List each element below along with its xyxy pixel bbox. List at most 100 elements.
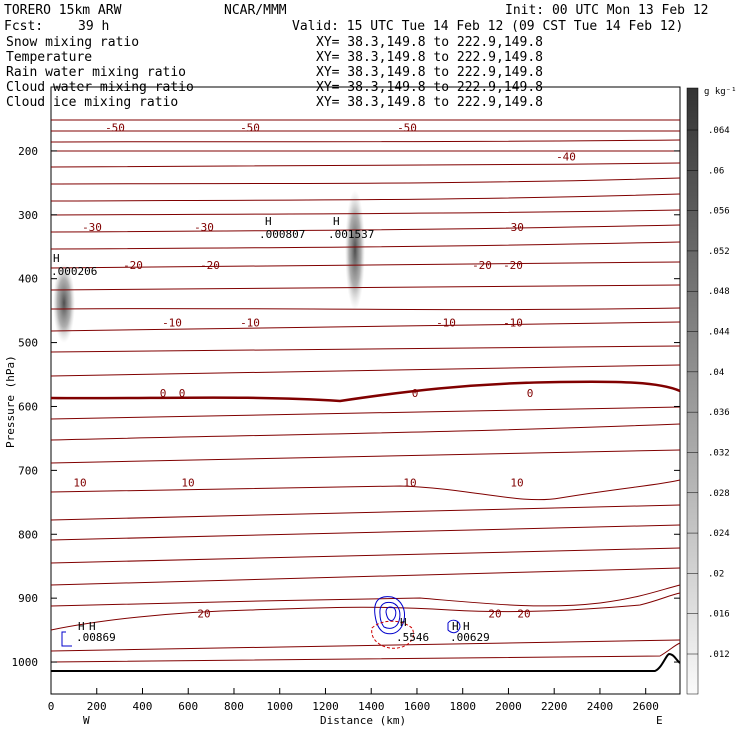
temperature-contour	[50, 139, 681, 143]
x-tick-label: 800	[224, 700, 244, 713]
snow-blob-west	[53, 263, 75, 343]
colorbar-tick-label: .04	[708, 368, 724, 378]
field-xy-cloud-ice: XY= 38.3,149.8 to 222.9,149.8	[316, 95, 543, 110]
east-label: E	[656, 714, 663, 727]
y-tick-label: 400	[18, 273, 38, 286]
temperature-contour-label: 0	[527, 387, 534, 400]
field-xy-rain: XY= 38.3,149.8 to 222.9,149.8	[316, 65, 543, 80]
temperature-contour	[50, 119, 681, 121]
colorbar-unit: g kg⁻¹	[704, 87, 737, 97]
max-marker-h: H	[333, 215, 340, 228]
temperature-contour-label: -10	[162, 317, 182, 330]
temperature-contour	[50, 592, 681, 631]
temperature-contour	[50, 193, 681, 202]
cloud-water-contours	[61, 596, 461, 647]
temperature-contour-label: -20	[503, 259, 523, 272]
temperature-contour-label: -20	[472, 259, 492, 272]
max-value-label: .000206	[51, 265, 97, 278]
x-tick-label: 400	[133, 700, 153, 713]
temperature-contour	[50, 241, 681, 250]
temperature-contour-label: -20	[123, 259, 143, 272]
surface-value-label: .5546	[396, 631, 429, 644]
x-tick-label: 2400	[587, 700, 614, 713]
x-tick-label: 1800	[449, 700, 476, 713]
temperature-contour-label: 10	[403, 476, 416, 489]
temperature-contour-label: -50	[240, 122, 260, 135]
temperature-contour-label: 20	[197, 607, 210, 620]
temperature-contour	[50, 449, 681, 464]
colorbar-tick-label: .024	[708, 529, 730, 539]
init-time: Init: 00 UTC Mon 13 Feb 12	[505, 3, 709, 18]
temperature-contour	[50, 130, 681, 132]
cloud-water-contour	[61, 631, 72, 647]
field-legend: Snow mixing ratio XY= 38.3,149.8 to 222.…	[6, 35, 543, 110]
x-tick-label: 0	[48, 700, 55, 713]
temperature-contour-zero	[50, 380, 681, 403]
colorbar-tick-label: .044	[708, 328, 730, 338]
x-axis-title: Distance (km)	[320, 714, 406, 727]
x-tick-label: 600	[178, 700, 198, 713]
colorbar-tick-label: .056	[708, 207, 730, 217]
colorbar-tick-label: .016	[708, 610, 730, 620]
colorbar-tick-label: .028	[708, 489, 730, 499]
temperature-contour-label: 0	[412, 387, 419, 400]
max-marker-h: H	[265, 215, 272, 228]
colorbar-ramp	[686, 87, 699, 695]
temperature-contour-label: 10	[181, 476, 194, 489]
colorbar: .064 .06 .056 .052 .048 .044 .04 .036 .032 .028 .0…	[686, 87, 737, 695]
temperature-contour	[50, 584, 681, 607]
temperature-labels: -50 -50 -50 -40 -30 -30 -30 -20 -20 -20 -20 -10 -10 -…	[73, 122, 576, 621]
terrain-line	[51, 652, 681, 672]
temperature-contour-label: -30	[504, 221, 524, 234]
cloud-water-contour	[447, 619, 461, 634]
temperature-contour-label: -30	[82, 221, 102, 234]
colorbar-tick-label: .02	[708, 569, 724, 579]
temperature-contour-label: 0	[179, 387, 186, 400]
cloud-water-contour	[379, 601, 401, 629]
maxima-markers: H .000206 H .000807 H .001537	[51, 215, 374, 278]
field-name-rain: Rain water mixing ratio	[6, 65, 186, 80]
x-tick-label: 1200	[312, 700, 339, 713]
temperature-contour	[50, 479, 681, 501]
cloud-max-marker: H	[89, 620, 96, 633]
rain-contours	[371, 620, 414, 649]
temperature-contour	[50, 639, 681, 652]
colorbar-tick-label: .036	[708, 408, 730, 418]
y-tick-label: 500	[18, 337, 38, 350]
surface-value-label: .00869	[76, 631, 116, 644]
y-tick-label: 700	[18, 464, 38, 477]
y-axis-title: Pressure (hPa)	[4, 355, 17, 448]
y-tick-label: 900	[18, 592, 38, 605]
colorbar-tick-label: .048	[708, 287, 730, 297]
surface-value-label: .00629	[450, 631, 490, 644]
field-name-temperature: Temperature	[6, 50, 92, 65]
y-tick-label: 300	[18, 209, 38, 222]
max-value-label: .001537	[328, 228, 374, 241]
temperature-contour	[50, 321, 681, 332]
surface-labels: H H .00869 H .5546 H H .00629	[76, 616, 490, 644]
temperature-contour-label: 10	[73, 476, 86, 489]
colorbar-tick-label: .064	[708, 126, 730, 136]
x-tick-label: 2200	[541, 700, 568, 713]
temperature-contour	[50, 423, 681, 441]
cloud-max-marker: H	[463, 620, 470, 633]
field-name-cloud-ice: Cloud ice mixing ratio	[6, 95, 178, 110]
y-tick-label: 600	[18, 400, 38, 413]
temperature-contour	[50, 504, 681, 521]
rain-contour	[371, 620, 414, 649]
temperature-contour	[50, 224, 681, 233]
x-tick-label: 2000	[495, 700, 522, 713]
temperature-contour-label: -40	[556, 150, 576, 163]
colorbar-tick-label: .032	[708, 448, 730, 458]
x-tick-label: 2600	[632, 700, 659, 713]
west-label: W	[83, 714, 90, 727]
max-marker-h: H	[53, 252, 60, 265]
y-tick-label: 1000	[12, 656, 39, 669]
temperature-contour-label: 20	[488, 607, 501, 620]
temperature-contour-label: -10	[436, 317, 456, 330]
temperature-contour	[50, 524, 681, 541]
temperature-contour	[50, 177, 681, 185]
colorbar-tick-label: .06	[708, 166, 724, 176]
